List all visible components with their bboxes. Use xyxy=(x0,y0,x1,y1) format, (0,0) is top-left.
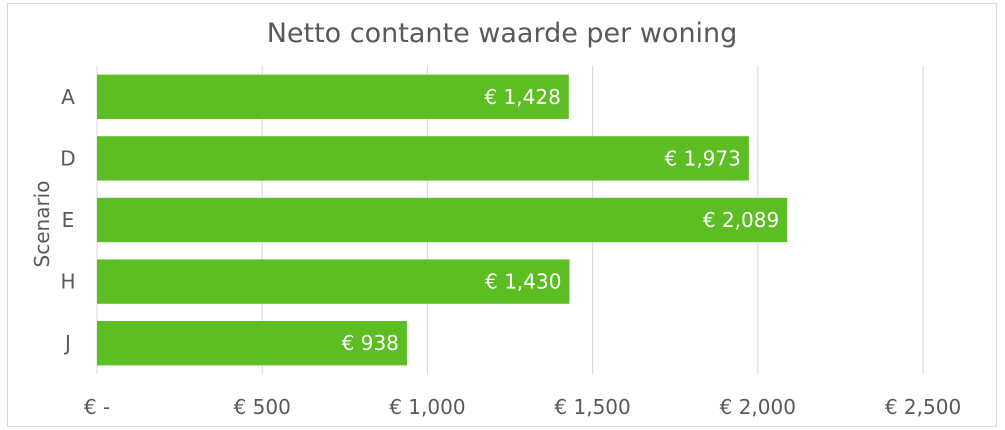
bar-J xyxy=(97,321,407,366)
category-label-E: E xyxy=(62,208,75,232)
data-label-D: € 1,973 xyxy=(665,146,741,170)
x-tick-label: € 2,500 xyxy=(885,395,961,419)
category-label-D: D xyxy=(60,146,75,170)
x-tick-label: € 1,500 xyxy=(554,395,630,419)
data-label-J: € 938 xyxy=(342,331,399,355)
category-label-J: J xyxy=(63,331,71,355)
chart-title: Netto contante waarde per woning xyxy=(267,18,738,49)
data-label-E: € 2,089 xyxy=(703,208,779,232)
data-labels: € 1,428 € 1,973 € 2,089 € 1,430 € 938 xyxy=(342,85,780,355)
x-tick-labels: € - € 500 € 1,000 € 1,500 € 2,000 € 2,500 xyxy=(84,395,961,419)
x-tick-label: € 2,000 xyxy=(720,395,796,419)
data-label-H: € 1,430 xyxy=(485,270,561,294)
bar-E xyxy=(97,197,788,243)
bar-A xyxy=(97,74,569,119)
data-label-A: € 1,428 xyxy=(484,85,560,109)
category-label-H: H xyxy=(60,270,75,294)
x-tick-label: € 500 xyxy=(234,395,291,419)
category-label-A: A xyxy=(61,85,75,109)
y-axis-title: Scenario xyxy=(30,181,54,268)
bar-H xyxy=(97,259,570,304)
category-labels: A D E H J xyxy=(60,85,75,355)
x-tick-label: € 1,000 xyxy=(389,395,465,419)
bars xyxy=(97,74,788,366)
bar-D xyxy=(97,136,749,181)
x-tick-label: € - xyxy=(84,395,110,419)
